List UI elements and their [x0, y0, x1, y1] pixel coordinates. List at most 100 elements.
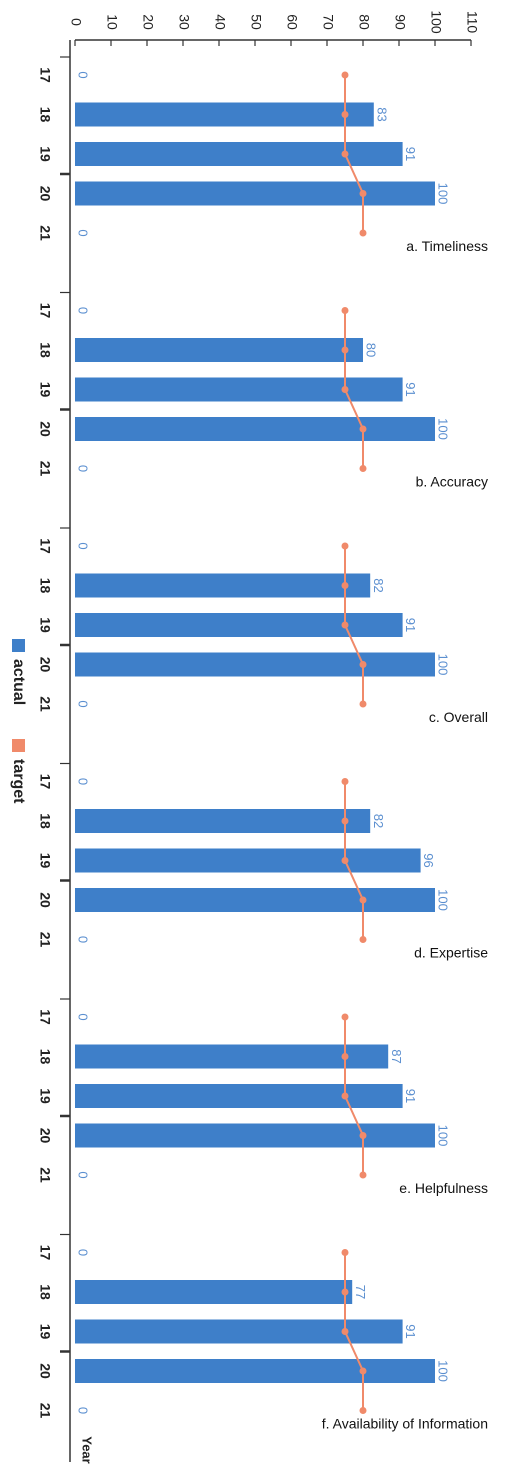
- target-point: [359, 465, 367, 472]
- target-point: [359, 700, 367, 708]
- category-tick-label: 19: [37, 853, 53, 869]
- bar-value-label: 0: [76, 778, 91, 785]
- bar-actual: [75, 652, 435, 677]
- bar-actual: [75, 888, 435, 912]
- bar-actual: [75, 377, 403, 402]
- category-tick-label: 20: [37, 1363, 53, 1379]
- target-point: [341, 778, 349, 785]
- bar-value-label: 80: [364, 343, 379, 357]
- bar-actual: [75, 1123, 435, 1148]
- bar-actual: [75, 102, 374, 127]
- category-tick-label: 17: [37, 303, 53, 319]
- bar-value-label: 0: [76, 1407, 91, 1414]
- category-tick-label: 20: [37, 186, 53, 202]
- category-tick-label: 19: [37, 617, 53, 633]
- category-tick-label: 17: [37, 1009, 53, 1025]
- bar-value-label: 0: [76, 1171, 91, 1178]
- bar-value-label: 91: [403, 1324, 418, 1338]
- bar-actual: [75, 338, 363, 362]
- target-point: [359, 936, 367, 943]
- category-tick-label: 21: [37, 1403, 53, 1419]
- target-point: [341, 857, 349, 864]
- panel-title: c. Overall: [429, 709, 488, 725]
- bar-value-label: 91: [403, 147, 418, 161]
- legend-label: target: [10, 759, 27, 804]
- target-point: [359, 1407, 367, 1414]
- target-point: [359, 190, 367, 197]
- bar-value-label: 83: [374, 107, 389, 121]
- category-tick-label: 18: [37, 578, 53, 594]
- bar-value-label: 0: [76, 1013, 91, 1020]
- bar-value-label: 0: [76, 1249, 91, 1256]
- bar-value-label: 100: [436, 183, 451, 205]
- value-tick-label: 20: [140, 14, 156, 30]
- bar-value-label: 100: [436, 1125, 451, 1147]
- bar-value-label: 91: [403, 382, 418, 396]
- bar-actual: [75, 809, 371, 833]
- legend-swatch: [12, 739, 25, 752]
- target-point: [359, 1367, 367, 1375]
- bar-value-label: 96: [421, 853, 436, 867]
- bar-value-label: 100: [436, 889, 451, 911]
- category-tick-label: 17: [37, 774, 53, 790]
- target-point: [341, 1053, 349, 1060]
- category-tick-label: 17: [37, 538, 53, 554]
- category-tick-label: 17: [37, 1245, 53, 1261]
- category-tick-label: 18: [37, 813, 53, 829]
- bar-value-label: 0: [76, 307, 91, 314]
- bar-actual: [75, 417, 435, 441]
- panel-title: d. Expertise: [414, 945, 488, 961]
- value-tick-label: 10: [104, 14, 120, 30]
- bar-actual: [75, 1044, 389, 1069]
- value-tick-label: 60: [284, 14, 300, 30]
- value-tick-label: 0: [68, 18, 84, 26]
- bar-actual: [75, 1319, 403, 1344]
- target-point: [359, 425, 367, 433]
- category-tick-label: 21: [37, 461, 53, 477]
- bar-value-label: 100: [436, 654, 451, 676]
- target-point: [341, 71, 349, 79]
- bar-actual: [75, 181, 435, 206]
- target-point: [359, 229, 367, 237]
- target-point: [341, 307, 349, 314]
- target-point: [341, 817, 349, 825]
- bar-actual: [75, 142, 403, 166]
- panel-title: b. Accuracy: [416, 474, 488, 490]
- value-tick-label: 40: [212, 14, 228, 30]
- bar-value-label: 82: [371, 814, 386, 828]
- bar-value-label: 0: [76, 936, 91, 943]
- target-point: [359, 896, 367, 904]
- target-point: [341, 150, 349, 158]
- target-point: [341, 1092, 349, 1100]
- category-tick-label: 18: [37, 1284, 53, 1300]
- panel-title: e. Helpfulness: [399, 1180, 488, 1196]
- bar-actual: [75, 1280, 353, 1304]
- bar-value-label: 91: [403, 1089, 418, 1103]
- category-tick-label: 21: [37, 1167, 53, 1183]
- category-tick-label: 18: [37, 1049, 53, 1065]
- legend-swatch: [12, 639, 25, 652]
- target-point: [341, 386, 349, 393]
- target-point: [341, 582, 349, 589]
- category-tick-label: 19: [37, 1324, 53, 1340]
- category-tick-label: 19: [37, 382, 53, 398]
- value-tick-label: 70: [320, 14, 336, 30]
- target-point: [341, 1013, 349, 1021]
- bar-value-label: 0: [76, 71, 91, 78]
- target-point: [341, 111, 349, 118]
- category-tick-label: 19: [37, 1088, 53, 1104]
- bar-value-label: 77: [353, 1285, 368, 1299]
- bar-value-label: 0: [76, 465, 91, 472]
- panel-title: f. Availability of Information: [322, 1416, 488, 1432]
- value-tick-label: 50: [248, 14, 264, 30]
- category-tick-label: 21: [37, 696, 53, 712]
- category-tick-label: 20: [37, 421, 53, 437]
- category-tick-label: 17: [37, 67, 53, 83]
- value-tick-label: 100: [428, 10, 444, 34]
- category-tick-label: 21: [37, 225, 53, 241]
- target-point: [359, 1132, 367, 1139]
- bar-actual: [75, 613, 403, 637]
- value-tick-label: 80: [356, 14, 372, 30]
- value-tick-label: 90: [392, 14, 408, 30]
